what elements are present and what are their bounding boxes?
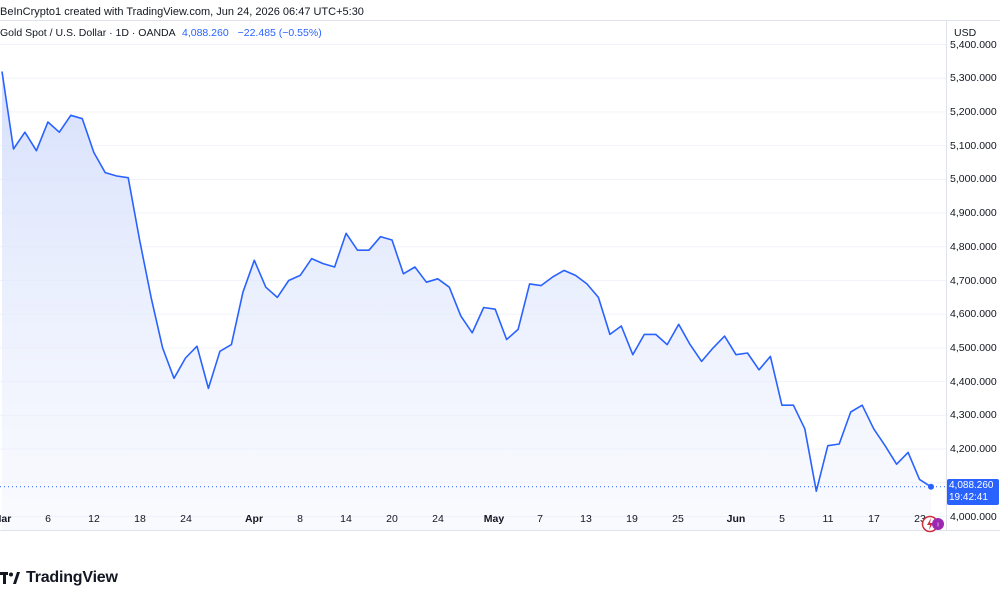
y-tick-label: 5,300.000	[950, 72, 997, 85]
y-tick-label: 4,900.000	[950, 207, 997, 220]
svg-text:i: i	[937, 523, 938, 529]
price-axis-separator	[946, 20, 947, 530]
y-tick-label: 4,800.000	[950, 240, 997, 253]
x-tick-label: 5	[779, 513, 785, 525]
y-tick-label: 4,500.000	[950, 341, 997, 354]
chart-caption: BeInCrypto1 created with TradingView.com…	[0, 6, 364, 18]
bottom-separator	[0, 530, 1000, 531]
y-tick-label: 4,600.000	[950, 308, 997, 321]
economic-event-icon[interactable]: i	[921, 515, 945, 533]
tradingview-logo[interactable]: TradingView	[0, 569, 118, 587]
x-tick-label: Apr	[244, 513, 264, 525]
y-tick-label: 5,100.000	[950, 139, 997, 152]
x-tick-label: 8	[297, 513, 303, 525]
x-tick-label: 19	[626, 513, 638, 525]
price-change: −22.485 (−0.55%)	[237, 27, 322, 39]
price-line	[1, 71, 932, 492]
x-tick-label: 14	[340, 513, 352, 525]
x-tick-label: 25	[672, 513, 684, 525]
x-tick-label: 18	[134, 513, 146, 525]
price-tag: 4,088.260 19:42:41	[947, 479, 999, 505]
price-tag-value: 4,088.260	[949, 480, 994, 491]
x-tick-label: 12	[88, 513, 100, 525]
symbol-legend[interactable]: Gold Spot / U.S. Dollar · 1D · OANDA 4,0…	[0, 27, 322, 39]
y-tick-label: 5,200.000	[950, 105, 997, 118]
x-tick-label: Jun	[726, 513, 746, 525]
price-tag-countdown: 19:42:41	[949, 492, 988, 503]
y-tick-label: 4,000.000	[950, 510, 997, 523]
tradingview-logo-icon	[0, 572, 20, 584]
symbol-description: Gold Spot / U.S. Dollar · 1D · OANDA	[0, 27, 176, 39]
tradingview-brand: TradingView	[26, 569, 118, 586]
x-tick-label: Mar	[0, 513, 12, 525]
y-tick-label: 4,300.000	[950, 409, 997, 422]
last-price-dot	[928, 483, 934, 490]
currency-label[interactable]: USD	[954, 27, 977, 39]
x-tick-label: 6	[45, 513, 51, 525]
x-tick-label: 7	[537, 513, 543, 525]
y-tick-label: 4,700.000	[950, 274, 997, 287]
last-price-value: 4,088.260	[181, 27, 229, 39]
y-tick-label: 5,400.000	[950, 38, 997, 51]
y-tick-label: 4,400.000	[950, 375, 997, 388]
x-tick-label: 23	[914, 513, 926, 525]
x-tick-label: 24	[432, 513, 444, 525]
x-tick-label: 17	[868, 513, 880, 525]
x-tick-label: 24	[180, 513, 192, 525]
top-separator	[0, 20, 1000, 21]
x-tick-label: May	[483, 513, 505, 525]
y-tick-label: 4,200.000	[950, 443, 997, 456]
price-area-fill	[2, 71, 931, 530]
y-tick-label: 5,000.000	[950, 173, 997, 186]
x-tick-label: 11	[822, 513, 834, 525]
x-tick-label: 13	[580, 513, 592, 525]
x-tick-label: 20	[386, 513, 398, 525]
